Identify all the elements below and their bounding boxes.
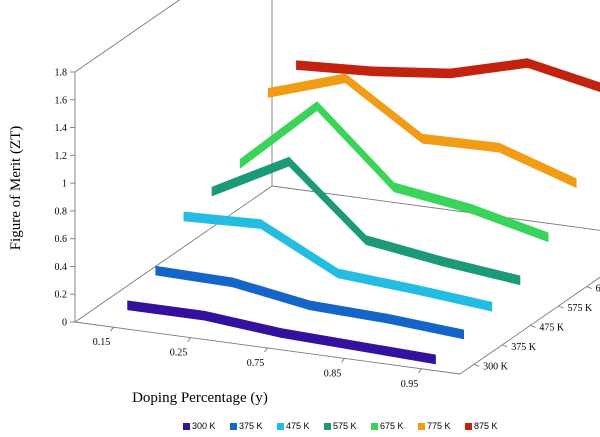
- y-axis-title: Figure of Merit (ZT): [8, 126, 24, 251]
- y-tick-label: 0: [62, 318, 67, 329]
- y-axis-ticks: 0 0.2 0.4 0.6 0.8 1 1.2 1.4 1.6 1.8: [55, 68, 75, 329]
- legend-item: 375 K: [230, 421, 263, 431]
- x-tick-mark: [187, 337, 191, 342]
- depth-tick-mark: [530, 325, 536, 328]
- depth-tick-mark: [558, 305, 564, 309]
- ribbon-segment: [211, 156, 290, 197]
- legend-item: 875 K: [465, 421, 498, 431]
- y-tick-label: 1: [62, 179, 67, 190]
- chart-frame: [74, 0, 600, 375]
- legend-item: 475 K: [277, 421, 310, 431]
- depth-tick-label: 475 K: [539, 322, 565, 333]
- back-floor-edge: [271, 185, 600, 231]
- x-tick-label: 0.85: [324, 368, 342, 379]
- x-tick-mark: [341, 358, 345, 363]
- depth-tick-label: 575 K: [568, 303, 594, 314]
- legend-label: 875 K: [474, 421, 498, 431]
- legend-label: 575 K: [333, 421, 357, 431]
- x-tick-label: 0.75: [247, 358, 265, 369]
- left-top-edge: [74, 0, 181, 73]
- legend-label: 675 K: [380, 421, 404, 431]
- legend-item: 575 K: [324, 421, 357, 431]
- ribbon-segment: [373, 66, 451, 79]
- y-tick-label: 1.6: [55, 95, 68, 106]
- ribbon-segment: [232, 277, 311, 311]
- legend-item: 675 K: [371, 421, 404, 431]
- ribbon-segment: [414, 284, 493, 312]
- x-tick-label: 0.25: [170, 348, 188, 359]
- series-375k: [155, 265, 465, 340]
- x-tick-label: 0.15: [93, 337, 111, 348]
- legend-label: 375 K: [239, 421, 263, 431]
- ribbon-segment: [183, 211, 262, 229]
- series-875k: [296, 58, 600, 93]
- ribbon-segment: [344, 73, 423, 144]
- y-tick-label: 0.8: [55, 206, 68, 217]
- legend-swatch: [371, 423, 378, 430]
- legend-swatch: [465, 423, 472, 430]
- ribbon-segment: [527, 58, 600, 93]
- ribbon-segment: [204, 310, 282, 338]
- legend-item: 300 K: [183, 421, 216, 431]
- ribbon-segment: [267, 73, 346, 98]
- ribbon-segment: [281, 328, 359, 352]
- ribbon-segment: [316, 101, 395, 193]
- legend-swatch: [277, 423, 284, 430]
- depth-tick-label: 375 K: [511, 342, 537, 353]
- depth-tick-mark: [586, 286, 592, 289]
- series-ribbons: [127, 58, 600, 365]
- x-axis-title: Doping Percentage (y): [132, 390, 268, 406]
- ribbon-segment: [239, 101, 318, 169]
- y-tick-label: 1.8: [55, 68, 68, 79]
- x-axis-ticks: 0.15 0.25 0.75 0.85 0.95: [93, 326, 422, 390]
- ribbon-segment: [358, 341, 436, 365]
- x-tick-mark: [264, 347, 268, 353]
- legend: 300 K 375 K 475 K 575 K 675 K 775 K 875 K: [183, 421, 498, 431]
- x-tick-mark: [418, 368, 422, 374]
- legend-swatch: [324, 423, 331, 430]
- left-floor-edge: [74, 185, 273, 323]
- ribbon-segment: [288, 156, 367, 245]
- depth-tick-label: 300 K: [483, 361, 509, 372]
- depth-tick-mark: [502, 344, 508, 348]
- legend-swatch: [183, 423, 190, 430]
- y-tick-label: 1.2: [55, 151, 68, 162]
- x-tick-mark: [110, 326, 114, 332]
- x-tick-label: 0.95: [401, 379, 419, 390]
- ribbon-segment: [421, 133, 500, 153]
- ribbon-segment: [470, 204, 549, 243]
- ribbon-segment: [386, 313, 465, 340]
- ribbon-segment: [337, 268, 416, 295]
- series-675k: [239, 101, 549, 243]
- ribbon-segment: [498, 142, 577, 188]
- ribbon-segment: [442, 256, 521, 286]
- depth-tick-label: 675 K: [596, 284, 600, 295]
- ribbon-segment: [393, 182, 472, 214]
- series-775k: [267, 73, 577, 188]
- series-300k: [127, 300, 436, 365]
- y-tick-label: 0.6: [55, 234, 68, 245]
- ribbon-segment: [296, 60, 374, 77]
- depth-tick-mark: [473, 363, 480, 367]
- ribbon-segment: [450, 58, 528, 79]
- legend-label: 775 K: [427, 421, 451, 431]
- ribbon-segment: [127, 300, 205, 321]
- legend-swatch: [230, 423, 237, 430]
- ribbon-segment: [155, 265, 234, 288]
- series-475k: [183, 211, 493, 312]
- legend-item: 775 K: [418, 421, 451, 431]
- y-tick-label: 0.2: [55, 290, 68, 301]
- legend-swatch: [418, 423, 425, 430]
- y-tick-label: 0.4: [55, 262, 68, 273]
- y-tick-label: 1.4: [55, 123, 68, 134]
- series-575k: [211, 156, 521, 286]
- ribbon-segment: [365, 235, 444, 267]
- legend-label: 300 K: [192, 421, 216, 431]
- legend-label: 475 K: [286, 421, 310, 431]
- ribbon-segment: [260, 219, 339, 279]
- ribbon-segment: [309, 300, 388, 324]
